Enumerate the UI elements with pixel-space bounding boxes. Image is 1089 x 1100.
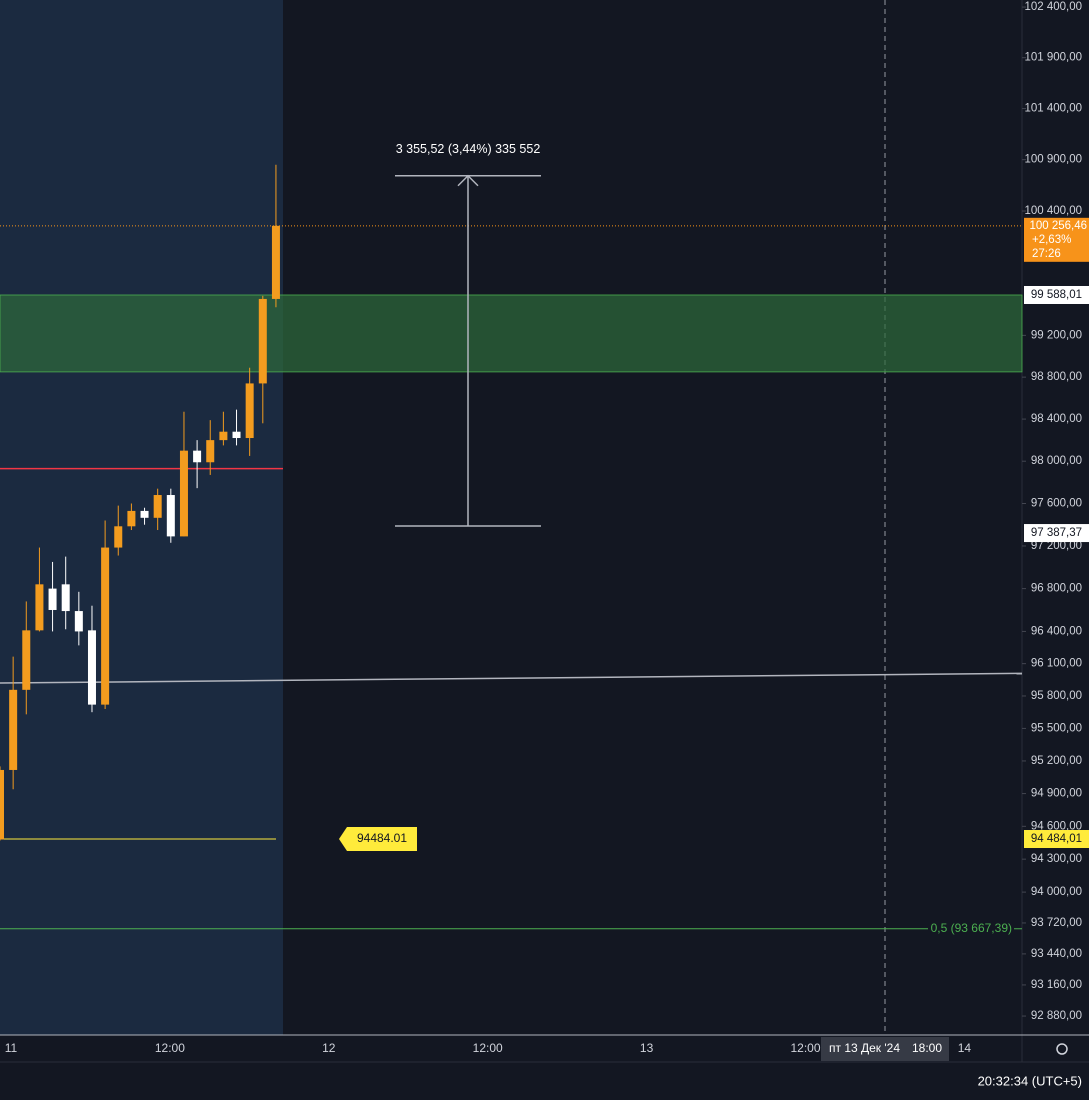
candle-body (114, 526, 123, 548)
zone-price-label: 99 588,01 (1031, 289, 1082, 301)
y-tick-label: 97 200,00 (1031, 540, 1082, 552)
y-tick-label: 94 300,00 (1031, 853, 1082, 865)
measure-label: 3 355,52 (3,44%) 335 552 (396, 142, 541, 156)
zone (0, 294, 1023, 373)
measure-price-box (1024, 524, 1089, 543)
y-tick-label: 98 800,00 (1031, 371, 1082, 383)
y-tick-label: 93 160,00 (1031, 979, 1082, 991)
x-tick-label: 12:00 (473, 1041, 503, 1055)
current-price-box (1024, 217, 1089, 262)
candle-body (35, 584, 44, 631)
y-tick-label: 99 200,00 (1031, 329, 1082, 341)
yellow-price-box (1024, 830, 1089, 849)
crosshair-date: пт 13 Дек '24 (829, 1041, 900, 1055)
y-tick-label: 94 000,00 (1031, 886, 1082, 898)
yellow-tag (339, 827, 417, 852)
candle-body (22, 630, 31, 690)
candle-body (61, 584, 70, 612)
y-tick-label: 95 500,00 (1031, 722, 1082, 734)
y-tick-label: 101 900,00 (1024, 52, 1082, 64)
candle-body (87, 630, 96, 705)
y-tick-label: 95 200,00 (1031, 755, 1082, 767)
candle-body (193, 450, 202, 463)
crosshair-box (821, 1037, 949, 1061)
trend-line (0, 672, 1023, 684)
measure-price-label: 97 387,37 (1031, 527, 1082, 539)
y-tick-label: 97 600,00 (1031, 498, 1082, 510)
candle-body (140, 510, 149, 518)
candle-body (127, 510, 136, 527)
candle-body (258, 298, 267, 384)
y-tick-label: 94 600,00 (1031, 820, 1082, 832)
candle-body (245, 383, 254, 439)
settings-icon[interactable] (1056, 1043, 1068, 1055)
crosshair-time: 18:00 (912, 1041, 942, 1055)
y-tick-label: 100 400,00 (1024, 205, 1082, 217)
candle-body (206, 440, 215, 463)
candle-body (153, 495, 162, 518)
y-tick-label: 93 720,00 (1031, 917, 1082, 929)
y-tick-label: 102 400,00 (1024, 1, 1082, 13)
y-tick-label: 96 400,00 (1031, 625, 1082, 637)
y-tick-label: 98 000,00 (1031, 455, 1082, 467)
y-tick-label: 92 880,00 (1031, 1010, 1082, 1022)
y-tick-label: 95 800,00 (1031, 690, 1082, 702)
x-tick-label: 12:00 (790, 1041, 820, 1055)
candle-body (48, 588, 57, 610)
candle-body (179, 450, 188, 537)
candle-body (232, 431, 241, 439)
x-tick-label: 14 (958, 1041, 972, 1055)
y-tick-label: 96 100,00 (1031, 658, 1082, 670)
fib-label: 0,5 (93 667,39) (931, 921, 1012, 935)
current-price-label: 100 256,46 (1029, 220, 1087, 232)
x-tick-label: 11 (5, 1041, 18, 1055)
candle-body (166, 495, 175, 537)
candle-body (9, 689, 18, 770)
candle-body (0, 769, 4, 840)
candle-body (271, 225, 280, 299)
clock: 20:32:34 (UTC+5) (978, 1073, 1082, 1088)
x-tick-label: 13 (640, 1041, 654, 1055)
zone-price-box (1024, 285, 1089, 304)
y-tick-label: 93 440,00 (1031, 948, 1082, 960)
measure-arrow (457, 174, 479, 187)
y-tick-label: 98 400,00 (1031, 413, 1082, 425)
x-tick-label: 12 (322, 1041, 336, 1055)
y-tick-label: 100 900,00 (1024, 154, 1082, 166)
x-tick-label: 12:00 (155, 1041, 185, 1055)
y-tick-label: 96 800,00 (1031, 583, 1082, 595)
current-price-change: +2,63% (1032, 234, 1071, 246)
yellow-tag-label: 94484.01 (357, 831, 407, 845)
current-price-countdown: 27:26 (1032, 248, 1061, 260)
y-tick-label: 94 900,00 (1031, 788, 1082, 800)
candle-body (101, 547, 110, 705)
candle-body (74, 611, 83, 632)
candle-body (219, 431, 228, 441)
yellow-price-label: 94 484,01 (1031, 833, 1082, 845)
y-tick-label: 101 400,00 (1024, 103, 1082, 115)
